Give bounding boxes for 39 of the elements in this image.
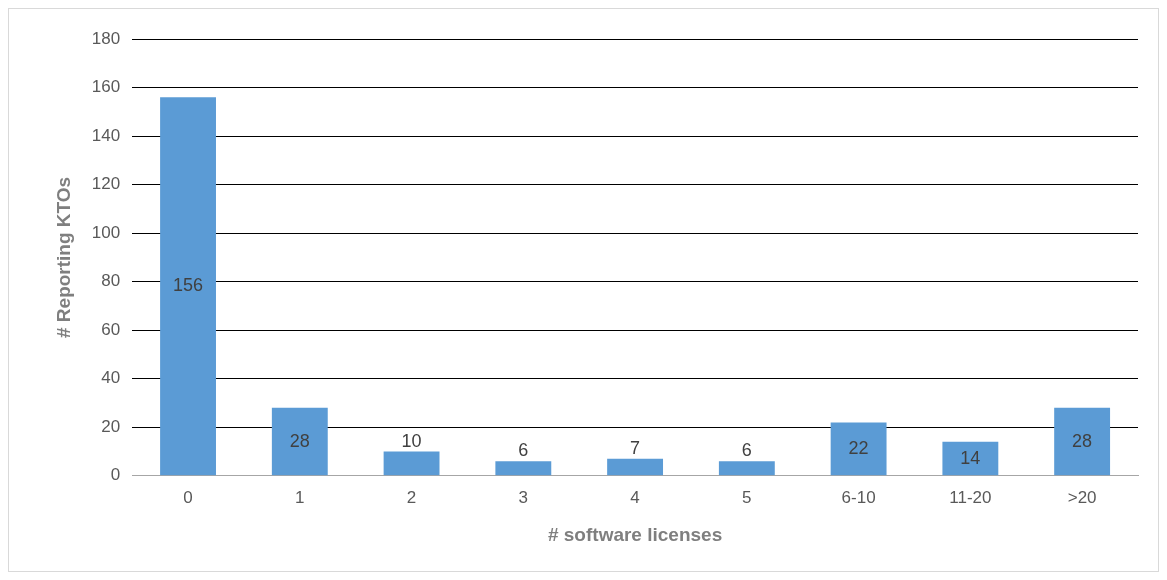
bar <box>607 458 664 476</box>
x-tick-label: 0 <box>183 487 193 507</box>
data-label: 28 <box>289 430 310 451</box>
data-label: 156 <box>173 275 204 296</box>
y-axis-title: # Reporting KTOs <box>52 176 74 338</box>
bar <box>383 451 440 476</box>
x-tick-label: 11-20 <box>949 487 992 507</box>
data-label: 6 <box>741 440 752 461</box>
bar <box>830 422 887 476</box>
x-tick-label: 3 <box>518 487 529 507</box>
x-tick-label: >20 <box>1067 487 1097 507</box>
bar <box>1054 407 1111 476</box>
x-tick-label: 1 <box>295 487 305 507</box>
y-tick-label: 160 <box>91 77 121 97</box>
data-label: 6 <box>518 440 529 461</box>
data-label: 22 <box>848 437 869 458</box>
bar <box>718 461 775 476</box>
data-label: 28 <box>1072 430 1093 451</box>
y-tick-label: 60 <box>101 319 121 339</box>
data-label: 10 <box>401 430 422 451</box>
x-axis-title: # software licenses <box>547 523 723 545</box>
bar <box>942 441 999 476</box>
y-tick-label: 80 <box>101 271 121 291</box>
y-tick-label: 120 <box>91 174 121 194</box>
y-tick-label: 0 <box>110 465 121 485</box>
bar <box>160 97 216 476</box>
bar <box>495 461 552 476</box>
y-tick-label: 100 <box>91 222 121 242</box>
y-tick-label: 40 <box>101 368 121 388</box>
data-label: 14 <box>960 447 981 468</box>
y-tick-label: 180 <box>91 28 121 48</box>
y-tick-label: 140 <box>91 125 121 145</box>
x-tick-label: 2 <box>406 487 417 507</box>
y-tick-label: 20 <box>101 416 121 436</box>
data-label: 7 <box>630 437 641 458</box>
x-tick-label: 4 <box>630 487 640 507</box>
bar <box>271 407 328 476</box>
x-tick-label: 6-10 <box>841 487 876 507</box>
x-tick-label: 5 <box>742 487 752 507</box>
